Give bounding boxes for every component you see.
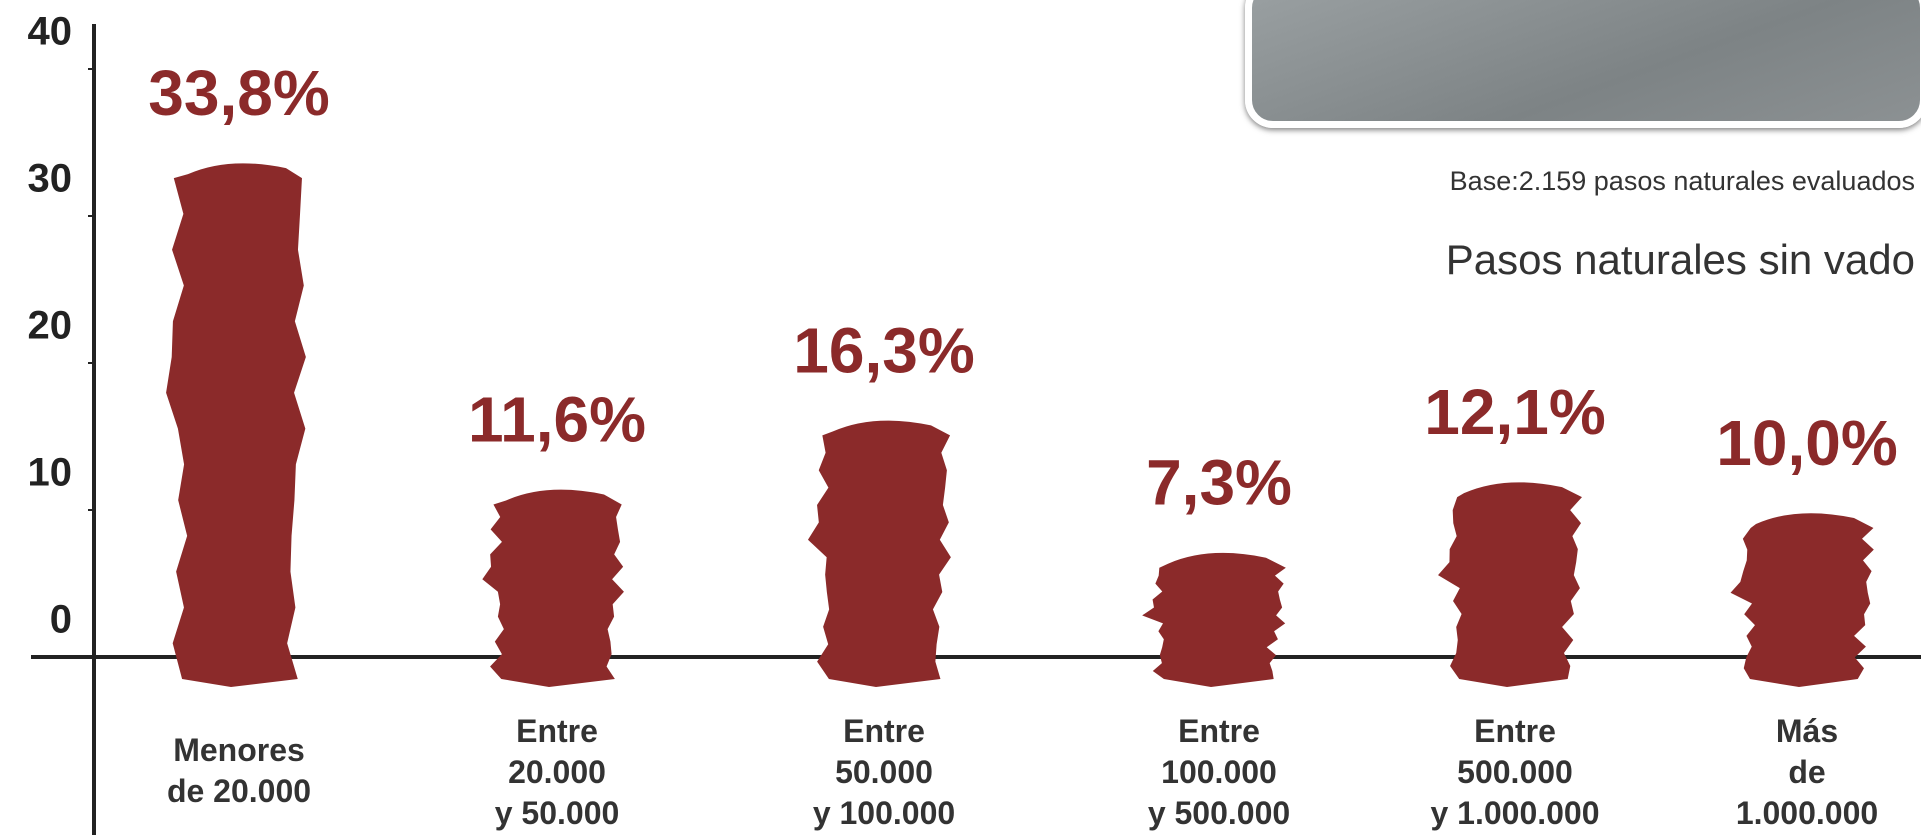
y-tick-label: 0 xyxy=(50,598,72,642)
bar xyxy=(807,420,951,687)
value-label: 12,1% xyxy=(1424,376,1605,448)
photo xyxy=(1245,0,1921,128)
bar xyxy=(1730,513,1874,687)
x-tick-label: Más de 1.000.000 xyxy=(1735,713,1879,831)
y-tick-label: 10 xyxy=(28,451,73,495)
x-tick-label: Entre 100.000 y 500.000 xyxy=(1147,713,1291,831)
bar xyxy=(482,489,624,687)
x-tick-label: Menores de 20.000 xyxy=(166,732,312,809)
annotation: Base:2.159 pasos naturales evaluados xyxy=(1449,166,1915,196)
value-label: 7,3% xyxy=(1146,447,1292,519)
value-label: 11,6% xyxy=(468,383,646,455)
x-tick-label: Entre 20.000 y 50.000 xyxy=(494,713,620,831)
value-label: 10,0% xyxy=(1716,407,1897,479)
value-label: 33,8% xyxy=(148,57,329,129)
x-tick-label: Entre 500.000 y 1.000.000 xyxy=(1430,713,1600,831)
y-tick-label: 40 xyxy=(28,10,73,54)
value-label: 16,3% xyxy=(793,314,974,386)
bar xyxy=(166,163,306,688)
annotation: Pasos naturales sin vado xyxy=(1445,236,1915,283)
bar xyxy=(1142,552,1286,687)
y-tick-label: 30 xyxy=(28,157,73,201)
bar xyxy=(1438,482,1582,687)
x-tick-label: Entre 50.000 y 100.000 xyxy=(812,713,956,831)
y-tick-label: 20 xyxy=(28,304,73,348)
